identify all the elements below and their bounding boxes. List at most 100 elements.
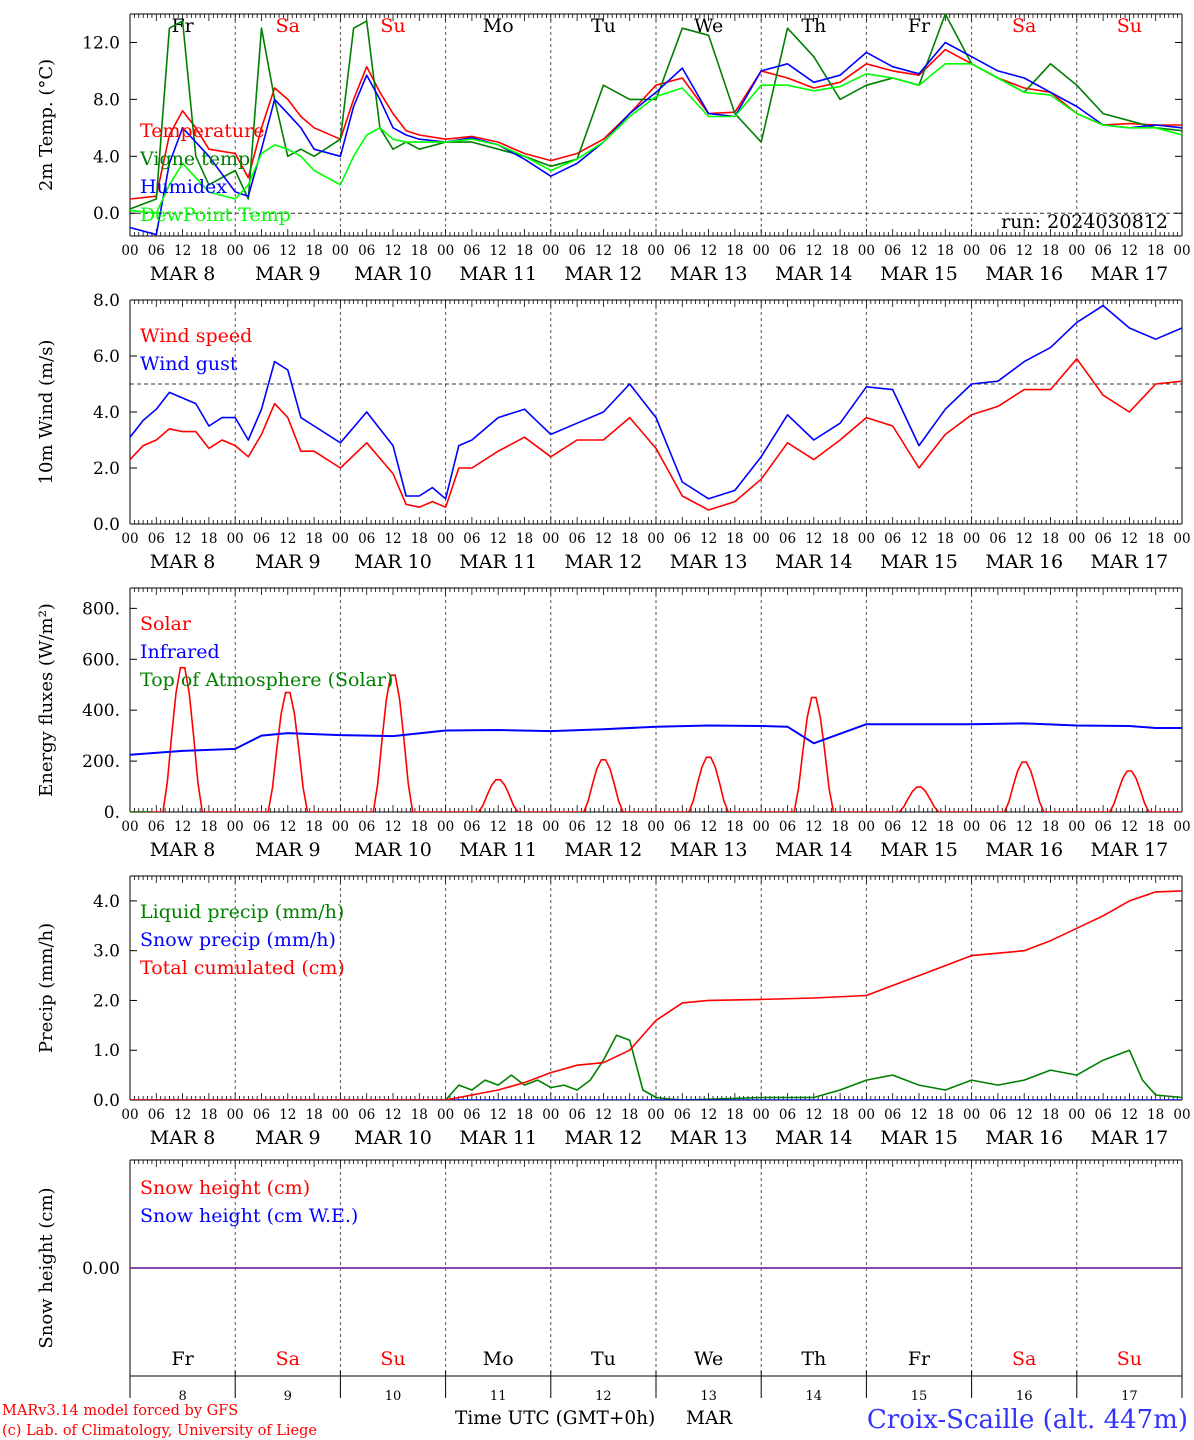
run-label: run: 2024030812 xyxy=(1001,211,1168,233)
weekday-label: Sa xyxy=(1012,15,1036,37)
date-label: MAR 11 xyxy=(459,551,537,573)
hour-tick-label: 06 xyxy=(884,243,901,259)
hour-tick-label: 12 xyxy=(279,243,296,259)
hour-tick-label: 06 xyxy=(779,819,796,835)
date-label: MAR 15 xyxy=(880,551,958,573)
hour-tick-label: 18 xyxy=(516,819,533,835)
hour-tick-label: 18 xyxy=(832,243,849,259)
y-tick-label: 8.0 xyxy=(93,291,120,311)
hour-tick-label: 18 xyxy=(726,243,743,259)
hour-tick-label: 12 xyxy=(1121,1107,1138,1123)
hour-tick-label: 00 xyxy=(858,1107,875,1123)
hour-tick-label: 12 xyxy=(595,1107,612,1123)
hour-tick-label: 18 xyxy=(621,243,638,259)
hour-tick-label: 12 xyxy=(279,1107,296,1123)
series-line-4-3 xyxy=(130,890,1182,1100)
legend-entry: Snow height (cm W.E.) xyxy=(140,1205,358,1227)
hour-tick-label: 06 xyxy=(1095,531,1112,547)
hour-tick-label: 00 xyxy=(1173,243,1190,259)
hour-tick-label: 00 xyxy=(121,1107,138,1123)
hour-tick-label: 00 xyxy=(963,819,980,835)
weekday-label: Su xyxy=(1117,1348,1142,1370)
date-label: MAR 17 xyxy=(1091,1127,1169,1149)
legend-entry: DewPoint Temp xyxy=(140,204,291,226)
hour-tick-label: 00 xyxy=(1068,819,1085,835)
day-number: 14 xyxy=(806,1389,823,1404)
hour-tick-label: 06 xyxy=(569,243,586,259)
hour-tick-label: 06 xyxy=(253,531,270,547)
hour-tick-label: 00 xyxy=(332,531,349,547)
hour-tick-label: 06 xyxy=(358,1107,375,1123)
hour-tick-label: 18 xyxy=(1147,819,1164,835)
hour-tick-label: 06 xyxy=(884,531,901,547)
hour-tick-label: 00 xyxy=(542,531,559,547)
hour-tick-label: 00 xyxy=(1173,819,1190,835)
hour-tick-label: 18 xyxy=(832,1107,849,1123)
hour-tick-label: 00 xyxy=(753,243,770,259)
time-axis-label: Time UTC (GMT+0h) xyxy=(455,1408,655,1429)
hour-tick-label: 18 xyxy=(937,243,954,259)
date-label: MAR 15 xyxy=(880,263,958,285)
legend-entry: Solar xyxy=(140,613,192,635)
hour-tick-label: 18 xyxy=(937,819,954,835)
date-label: MAR 16 xyxy=(985,551,1063,573)
hour-ticks xyxy=(129,300,1183,524)
hour-tick-label: 18 xyxy=(726,1107,743,1123)
hour-tick-label: 00 xyxy=(647,1107,664,1123)
hour-tick-label: 12 xyxy=(490,531,507,547)
hour-tick-label: 00 xyxy=(963,531,980,547)
hour-tick-label: 12 xyxy=(910,531,927,547)
y-tick-label: 200. xyxy=(82,752,120,772)
hour-tick-label: 12 xyxy=(700,819,717,835)
y-tick-label: 400. xyxy=(82,701,120,721)
hour-tick-label: 12 xyxy=(174,1107,191,1123)
legend-entry: Top of Atmosphere (Solar) xyxy=(140,669,393,691)
hour-tick-label: 00 xyxy=(121,819,138,835)
hour-tick-label: 00 xyxy=(437,1107,454,1123)
hour-tick-label: 06 xyxy=(358,819,375,835)
credit-line-1: MARv3.14 model forced by GFS xyxy=(2,1403,238,1419)
hour-tick-label: 18 xyxy=(200,243,217,259)
y-tick-label: 12.0 xyxy=(82,33,120,53)
series-line-3-1 xyxy=(130,666,1182,812)
y-tick-label: 800. xyxy=(82,599,120,619)
weekday-label: Fr xyxy=(908,15,931,37)
hour-tick-label: 12 xyxy=(595,819,612,835)
date-label: MAR 16 xyxy=(985,263,1063,285)
hour-tick-label: 18 xyxy=(411,1107,428,1123)
hour-tick-label: 12 xyxy=(1121,819,1138,835)
hour-ticks xyxy=(129,14,1183,236)
hour-tick-label: 18 xyxy=(411,531,428,547)
date-label: MAR 13 xyxy=(670,551,748,573)
hour-tick-label: 18 xyxy=(306,819,323,835)
hour-tick-label: 18 xyxy=(306,1107,323,1123)
hour-tick-label: 06 xyxy=(148,1107,165,1123)
hour-ticks xyxy=(129,1160,1183,1167)
hour-tick-label: 06 xyxy=(358,531,375,547)
hour-tick-label: 18 xyxy=(1147,1107,1164,1123)
hour-tick-label: 00 xyxy=(437,531,454,547)
weekday-label: Mo xyxy=(483,15,514,37)
hour-tick-label: 18 xyxy=(832,819,849,835)
hour-tick-label: 12 xyxy=(910,243,927,259)
hour-tick-label: 00 xyxy=(121,243,138,259)
weekday-label: Sa xyxy=(276,15,300,37)
hour-tick-label: 12 xyxy=(174,531,191,547)
hour-tick-label: 00 xyxy=(647,243,664,259)
y-axis-label: 2m Temp. (°C) xyxy=(36,59,57,191)
hour-tick-label: 18 xyxy=(411,243,428,259)
hour-tick-label: 06 xyxy=(674,1107,691,1123)
hour-tick-label: 18 xyxy=(516,243,533,259)
hour-tick-label: 00 xyxy=(437,819,454,835)
hour-tick-label: 12 xyxy=(384,243,401,259)
date-label: MAR 10 xyxy=(354,263,432,285)
date-label: MAR 13 xyxy=(670,1127,748,1149)
hour-tick-label: 00 xyxy=(437,243,454,259)
hour-tick-label: 00 xyxy=(858,819,875,835)
date-label: MAR 11 xyxy=(459,263,537,285)
y-axis-label: 10m Wind (m/s) xyxy=(36,340,57,485)
hour-tick-label: 12 xyxy=(595,531,612,547)
hour-tick-label: 18 xyxy=(1042,531,1059,547)
y-axis-label: Snow height (cm) xyxy=(36,1187,57,1348)
